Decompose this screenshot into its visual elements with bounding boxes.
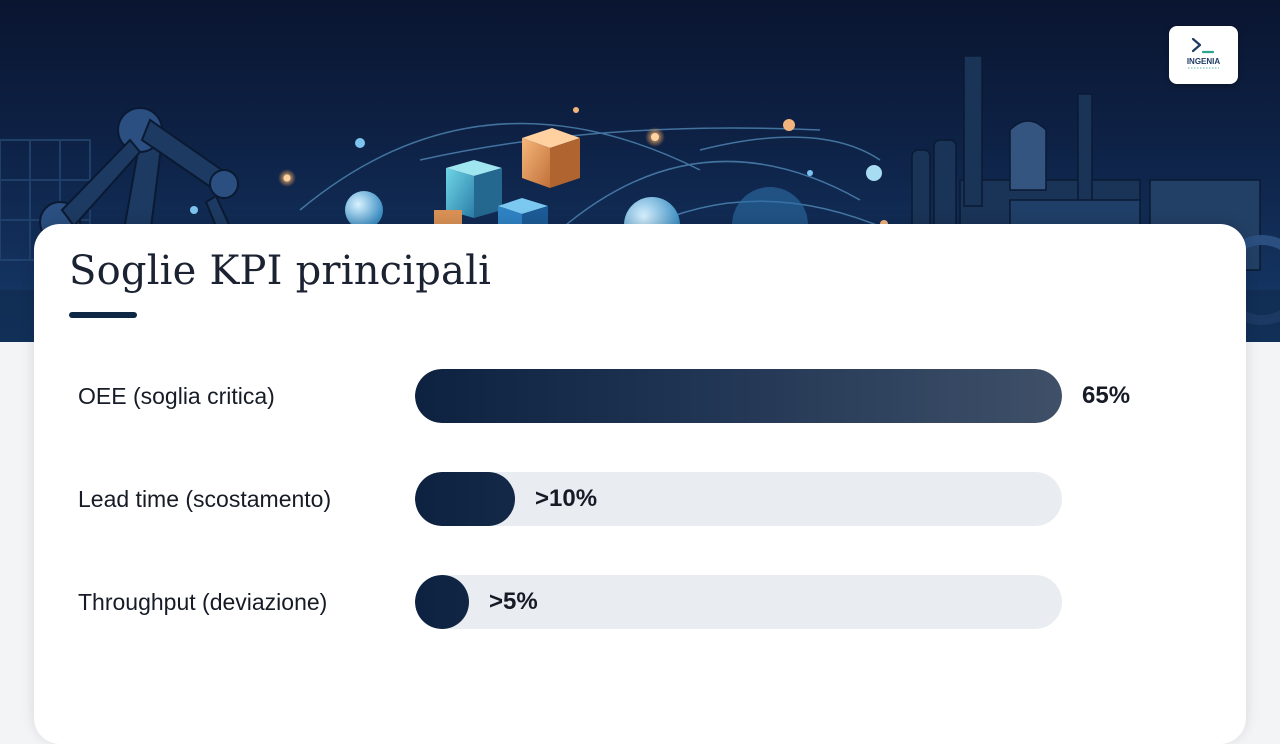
bar-fill (415, 575, 469, 629)
slide-title: Soglie KPI principali (69, 248, 492, 294)
bar-label: OEE (soglia critica) (78, 383, 275, 409)
network-lines (299, 122, 901, 236)
bar-value-label: >5% (489, 588, 538, 615)
bar-label: Lead time (scostamento) (78, 486, 332, 512)
cube-orange-icon (522, 128, 580, 188)
title-underline (69, 312, 137, 318)
kpi-bar-row-lead-time: Lead time (scostamento) >10% (34, 471, 1246, 527)
bar-fill (415, 472, 515, 526)
bar-track (415, 472, 1062, 526)
content-card: Soglie KPI principali OEE (soglia critic… (34, 224, 1246, 744)
ingenia-logo: INGENIA (1169, 26, 1238, 84)
kpi-bar-row-throughput: Throughput (deviazione) >5% (34, 574, 1246, 630)
bar-track (415, 575, 1062, 629)
bar-value-label: 65% (1082, 382, 1131, 409)
sphere-icon (345, 191, 383, 229)
bar-label: Throughput (deviazione) (78, 589, 328, 615)
terminal-prompt-icon (1191, 37, 1202, 53)
cube-teal-icon (446, 160, 502, 218)
bar-track (415, 369, 1062, 423)
kpi-bar-row-oee: OEE (soglia critica) 65% (34, 368, 1246, 424)
logo-text: INGENIA (1187, 57, 1221, 66)
bar-fill (415, 369, 1062, 423)
bar-value-label: >10% (535, 485, 598, 512)
